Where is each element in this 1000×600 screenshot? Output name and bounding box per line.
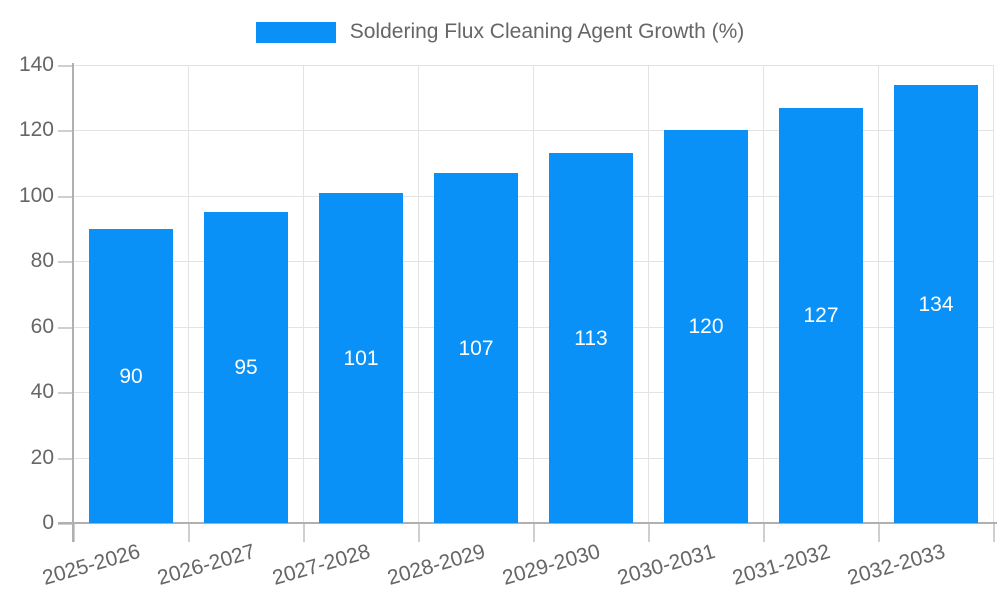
x-gridline xyxy=(993,65,994,523)
y-axis-tick xyxy=(58,261,73,263)
x-gridline xyxy=(188,65,189,523)
x-gridline xyxy=(303,65,304,523)
bar-value-label: 113 xyxy=(574,326,608,350)
x-axis-tick xyxy=(533,523,535,542)
legend-swatch-icon xyxy=(255,21,336,43)
y-tick-label: 40 xyxy=(30,380,54,403)
bar[interactable]: 120 xyxy=(664,130,748,523)
bar[interactable]: 134 xyxy=(894,85,978,523)
y-axis-tick xyxy=(58,523,73,525)
x-tick-label: 2026-2027 xyxy=(154,540,258,590)
y-axis-tick xyxy=(58,130,73,132)
bar-value-label: 95 xyxy=(234,356,258,379)
chart-legend[interactable]: Soldering Flux Cleaning Agent Growth (%) xyxy=(0,20,1000,44)
x-tick-label: 2027-2028 xyxy=(269,540,373,590)
y-tick-label: 100 xyxy=(18,184,54,207)
x-tick-label: 2025-2026 xyxy=(39,540,143,590)
legend-label: Soldering Flux Cleaning Agent Growth (%) xyxy=(349,20,745,43)
x-axis-tick xyxy=(418,523,420,542)
bar[interactable]: 101 xyxy=(319,193,403,523)
y-tick-label: 140 xyxy=(18,53,54,76)
x-tick-label: 2032-2033 xyxy=(844,540,948,590)
y-tick-label: 120 xyxy=(18,118,54,141)
x-axis-line xyxy=(58,522,997,524)
x-tick-label: 2028-2029 xyxy=(384,540,488,590)
x-axis-tick xyxy=(188,523,190,542)
y-axis-tick xyxy=(58,196,73,198)
x-axis-tick xyxy=(878,523,880,542)
bar[interactable]: 113 xyxy=(549,153,633,523)
y-tick-label: 80 xyxy=(30,249,54,272)
x-gridline xyxy=(648,65,649,523)
x-axis-tick xyxy=(73,523,75,542)
y-axis-line xyxy=(72,63,74,542)
bar-value-label: 134 xyxy=(918,292,954,316)
bar-value-label: 90 xyxy=(119,364,143,388)
bar-value-label: 120 xyxy=(688,315,724,338)
x-axis-tick xyxy=(303,523,305,542)
bar[interactable]: 95 xyxy=(204,212,288,523)
x-gridline xyxy=(533,65,534,523)
x-gridline xyxy=(763,65,764,523)
x-tick-label: 2030-2031 xyxy=(614,540,718,590)
y-axis-tick xyxy=(58,392,73,394)
bar-value-label: 107 xyxy=(458,336,494,360)
bar-value-label: 127 xyxy=(803,304,839,327)
y-axis-tick xyxy=(58,65,73,67)
y-tick-label: 20 xyxy=(30,446,54,469)
y-tick-label: 60 xyxy=(30,315,54,338)
bar[interactable]: 127 xyxy=(779,108,863,523)
y-axis-tick xyxy=(58,327,73,329)
bar-value-label: 101 xyxy=(343,346,379,370)
x-gridline xyxy=(878,65,879,523)
x-axis-tick xyxy=(763,523,765,542)
bar[interactable]: 107 xyxy=(434,173,518,523)
y-tick-label: 0 xyxy=(42,511,54,534)
x-axis-tick xyxy=(648,523,650,542)
x-tick-label: 2029-2030 xyxy=(499,540,603,590)
x-tick-label: 2031-2032 xyxy=(729,540,833,590)
bar[interactable]: 90 xyxy=(89,229,173,523)
x-axis-tick xyxy=(993,523,995,542)
y-axis-tick xyxy=(58,458,73,460)
x-gridline xyxy=(418,65,419,523)
